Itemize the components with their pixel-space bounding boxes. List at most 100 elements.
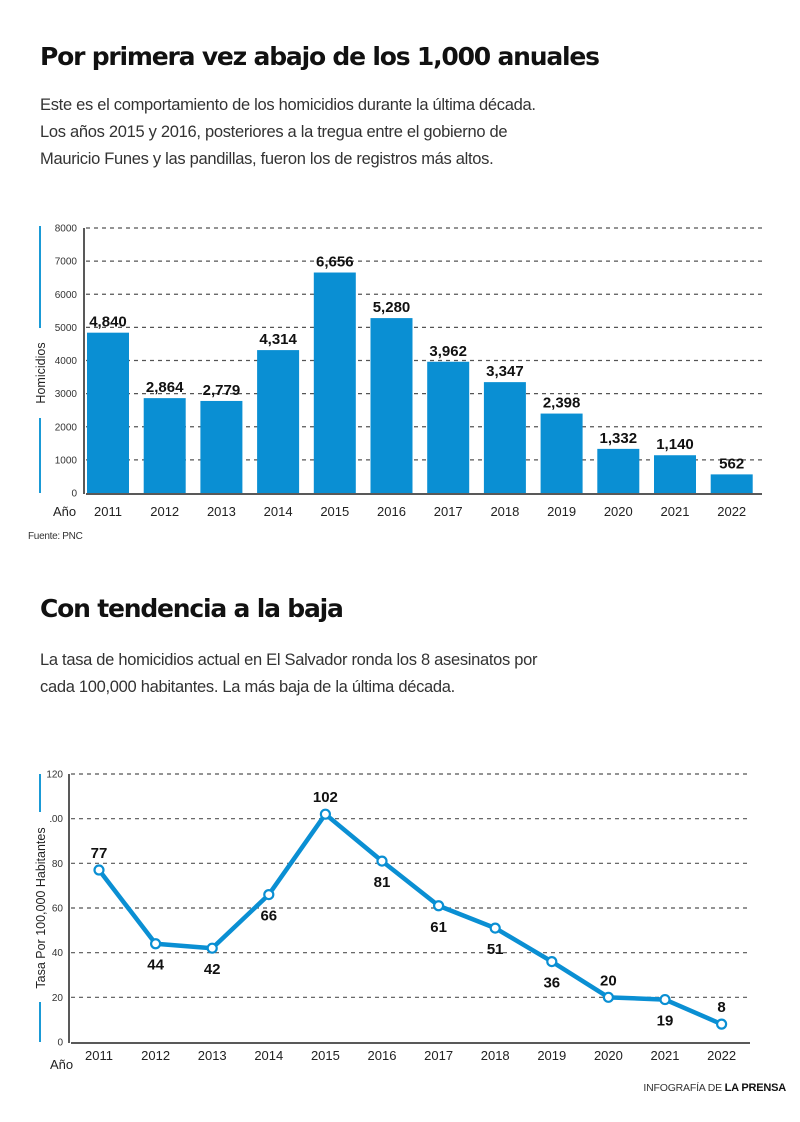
x-tick-label: 2013 [198, 1048, 227, 1063]
y-tick-label: 4000 [55, 356, 78, 367]
brand-logo: LA PRENSA [724, 1082, 787, 1094]
x-tick-label: 2017 [424, 1048, 453, 1063]
x-tick-label: 2021 [661, 504, 690, 519]
x-tick-label: 2020 [604, 504, 633, 519]
data-point [150, 938, 162, 950]
bar [597, 448, 640, 493]
point-value-label: 51 [487, 941, 504, 958]
y-tick-label: 6000 [55, 290, 78, 301]
y-tick-label: 60 [52, 904, 64, 915]
data-point [546, 956, 558, 968]
x-axis-label: Año [53, 504, 76, 519]
source-note: Fuente: PNC [28, 531, 83, 542]
bar [654, 455, 696, 493]
bar-value-label: 5,280 [373, 299, 411, 316]
data-point [319, 808, 331, 820]
y-label-background [30, 328, 50, 418]
y-tick-label: 100 [46, 814, 63, 825]
x-tick-label: 2014 [254, 1048, 283, 1063]
bar-value-label: 2,779 [203, 382, 241, 399]
description-line: cada 100,000 habitantes. La más baja de … [40, 678, 455, 696]
point-value-label: 19 [657, 1013, 674, 1030]
bar-value-label: 2,864 [146, 379, 184, 396]
x-tick-label: 2011 [94, 504, 122, 519]
x-tick-label: 2012 [141, 1048, 170, 1063]
point-value-label: 66 [260, 908, 277, 925]
bar-value-label: 6,656 [316, 254, 354, 271]
bar [87, 332, 129, 493]
data-point [376, 855, 388, 867]
x-tick-label: 2022 [717, 504, 746, 519]
point-value-label: 42 [204, 961, 221, 978]
y-tick-label: 80 [52, 859, 64, 870]
x-tick-label: 2011 [85, 1048, 113, 1063]
x-tick-label: 2015 [311, 1048, 340, 1063]
x-tick-label: 2018 [481, 1048, 510, 1063]
bar [483, 382, 526, 493]
x-tick-label: 2021 [651, 1048, 680, 1063]
x-tick-label: 2016 [368, 1048, 397, 1063]
y-tick-label: 120 [46, 770, 63, 781]
x-tick-label: 2016 [377, 504, 406, 519]
line-chart-title: Con tendencia a la baja [40, 594, 344, 623]
y-tick-label: 7000 [55, 257, 78, 268]
y-tick-label: 20 [52, 993, 64, 1004]
x-tick-label: 2013 [207, 504, 236, 519]
x-tick-label: 2014 [264, 504, 293, 519]
description-line: Este es el comportamiento de los homicid… [40, 96, 536, 114]
y-tick-label: 8000 [55, 224, 78, 235]
bar-value-label: 562 [719, 455, 744, 472]
bar-value-label: 4,314 [259, 331, 297, 348]
x-tick-label: 2019 [547, 504, 576, 519]
y-label-background [30, 812, 50, 1002]
data-point [263, 889, 275, 901]
bar [313, 272, 356, 493]
bar-value-label: 2,398 [543, 395, 581, 412]
homicides-bar-chart: 0 1000 2000 3000 4000 5000 6000 7000 8000 Homicid… [30, 224, 762, 519]
description-line: La tasa de homicidios actual en El Salva… [40, 651, 538, 669]
x-tick-label: 2012 [150, 504, 179, 519]
bar-chart-title: Por primera vez abajo de los 1,000 anual… [40, 42, 600, 71]
point-value-label: 44 [147, 957, 164, 974]
series-line [96, 811, 724, 1027]
x-tick-label: 2020 [594, 1048, 623, 1063]
bar-value-label: 3,347 [486, 363, 524, 380]
y-tick-label: 0 [71, 489, 77, 500]
data-point [659, 993, 671, 1006]
data-point [489, 922, 501, 934]
point-value-label: 36 [543, 975, 560, 992]
bar [710, 474, 753, 493]
y-tick-label: 2000 [55, 422, 78, 433]
bar-value-label: 3,962 [429, 343, 467, 360]
credit-prefix: INFOGRAFÍA DE [643, 1082, 722, 1094]
data-point [715, 1018, 728, 1030]
point-value-label: 77 [91, 845, 108, 862]
data-point [206, 942, 218, 954]
y-tick-label: 0 [57, 1038, 63, 1049]
bar-value-label: 1,140 [656, 436, 694, 453]
x-axis-label: Año [50, 1057, 73, 1072]
x-tick-label: 2018 [490, 504, 519, 519]
bar [257, 350, 300, 493]
y-tick-label: 40 [52, 948, 64, 959]
bar [200, 400, 243, 493]
description-line: Mauricio Funes y las pandillas, fueron l… [40, 150, 494, 168]
x-tick-label: 2022 [707, 1048, 736, 1063]
description-line: Los años 2015 y 2016, posteriores a la t… [40, 123, 508, 141]
y-tick-label: 1000 [55, 455, 78, 466]
point-value-label: 8 [717, 999, 725, 1016]
bar-chart-description: Este es el comportamiento de los homicid… [40, 92, 536, 173]
data-point [602, 991, 615, 1003]
bar-value-label: 1,332 [600, 430, 638, 447]
x-tick-label: 2019 [537, 1048, 566, 1063]
point-value-label: 61 [430, 919, 447, 936]
y-axis-label: Tasa Por 100,000 Habitantes [34, 827, 48, 988]
line-chart-description: La tasa de homicidios actual en El Salva… [40, 647, 538, 701]
homicide-rate-line-chart: 0 20 40 60 80 100 120 Tasa Por 100,000 Habitant… [30, 770, 750, 1072]
x-tick-label: 2015 [320, 504, 349, 519]
y-tick-label: 5000 [55, 323, 78, 334]
y-tick-label: 3000 [55, 389, 78, 400]
point-value-label: 81 [374, 874, 391, 891]
credit-line: INFOGRAFÍA DE LA PRENSA [643, 1082, 786, 1094]
point-value-label: 102 [313, 789, 338, 806]
